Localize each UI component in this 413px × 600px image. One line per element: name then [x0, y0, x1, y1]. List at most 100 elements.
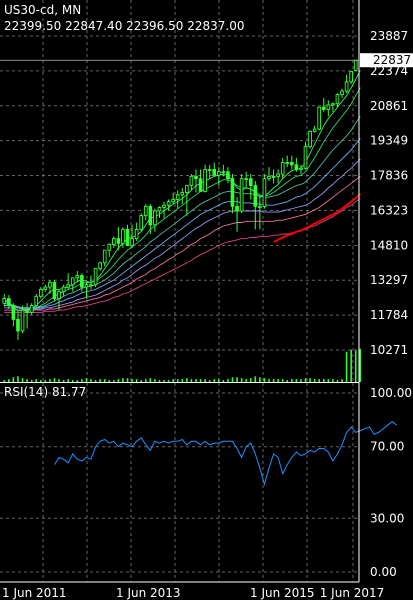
candle-body — [102, 249, 107, 264]
candle-body — [203, 169, 207, 192]
candle — [262, 174, 267, 209]
y-tick-label: 11784 — [370, 308, 408, 322]
candle-body — [271, 175, 276, 178]
candle-body — [180, 192, 185, 196]
candle-body — [66, 284, 70, 288]
current-price-label: 22837 — [373, 53, 411, 67]
grid-lines — [0, 0, 359, 582]
candle-body — [171, 198, 175, 203]
candle — [321, 97, 326, 112]
candle-body — [335, 94, 340, 105]
axis-labels: 23887 22374 20861 19349 17836 16323 14810 13297… — [2, 29, 413, 600]
y-tick-label: 19349 — [370, 134, 408, 148]
candle-body — [93, 268, 98, 286]
candle — [185, 185, 189, 216]
candle-body — [294, 164, 299, 170]
candle — [98, 261, 102, 271]
candle-body — [125, 228, 130, 247]
rsi-label: RSI(14) 81.77 — [4, 385, 87, 399]
candle — [340, 88, 344, 98]
candle — [235, 197, 239, 232]
candle — [34, 293, 39, 308]
candle-body — [7, 298, 11, 306]
candle — [125, 224, 130, 247]
candle — [93, 268, 98, 288]
rsi-tick-label: 70.00 — [370, 440, 404, 454]
x-tick-label: 1 Jun 2013 — [116, 586, 181, 600]
candle — [7, 295, 11, 309]
rsi-tick-label: 30.00 — [370, 511, 404, 525]
candle — [43, 284, 48, 292]
candle-body — [194, 175, 198, 180]
candle — [171, 192, 175, 205]
candle — [139, 213, 144, 232]
candle — [112, 236, 116, 248]
candle-body — [326, 104, 331, 110]
candle-body — [2, 298, 7, 304]
candle — [335, 93, 340, 108]
candle — [175, 190, 180, 209]
candle-body — [303, 145, 308, 169]
candle — [157, 206, 162, 218]
candle-body — [321, 106, 326, 110]
candle — [29, 303, 34, 315]
candle — [353, 59, 358, 71]
candle-body — [340, 90, 344, 95]
candle-body — [121, 228, 125, 244]
candle — [290, 155, 294, 170]
candle — [317, 106, 322, 131]
ma-line-3 — [4, 138, 361, 309]
candle — [16, 310, 20, 341]
candle — [308, 130, 312, 149]
candle — [107, 243, 112, 258]
candle-body — [84, 284, 89, 288]
candle-body — [312, 128, 317, 132]
candle — [143, 204, 148, 221]
candle — [280, 157, 285, 179]
candle — [271, 169, 276, 184]
candle-body — [226, 171, 230, 180]
candle-body — [276, 173, 280, 177]
candle — [38, 287, 43, 299]
candle — [331, 102, 335, 112]
candle — [102, 249, 107, 267]
candle — [239, 174, 244, 214]
candle-body — [253, 185, 258, 207]
candle — [180, 187, 185, 205]
symbol-title: US30-cd, MN — [4, 3, 82, 17]
candle — [299, 164, 303, 175]
candle — [258, 197, 262, 230]
candle-body — [221, 171, 226, 174]
candle — [226, 167, 230, 184]
candle-body — [244, 178, 248, 181]
rsi-tick-label: 0.00 — [370, 565, 397, 579]
candle — [349, 70, 353, 85]
candle-body — [34, 295, 39, 306]
candle-body — [344, 81, 349, 92]
candle-body — [48, 282, 52, 288]
chart-frame — [0, 0, 360, 583]
candle — [198, 169, 203, 192]
candle — [303, 141, 308, 170]
candle — [189, 174, 194, 191]
candle-body — [153, 210, 157, 226]
candle — [221, 164, 226, 177]
candlesticks — [2, 59, 358, 341]
candle — [194, 169, 198, 193]
x-tick-label: 1 Jun 2011 — [2, 586, 67, 600]
candle — [207, 164, 212, 179]
candle-body — [52, 282, 57, 300]
candle-body — [61, 286, 66, 293]
y-tick-label: 10271 — [370, 343, 408, 357]
candle — [25, 303, 29, 329]
x-tick-label: 1 Jun 2015 — [250, 586, 315, 600]
candle-body — [16, 318, 20, 332]
candle — [134, 222, 139, 241]
y-tick-label: 14810 — [370, 238, 408, 252]
candle — [20, 305, 25, 334]
y-tick-label: 20861 — [370, 99, 408, 113]
candle-body — [25, 309, 29, 313]
ohlc-readout: 22399.50 22847.40 22396.50 22837.00 — [4, 19, 245, 33]
candle — [166, 199, 171, 211]
